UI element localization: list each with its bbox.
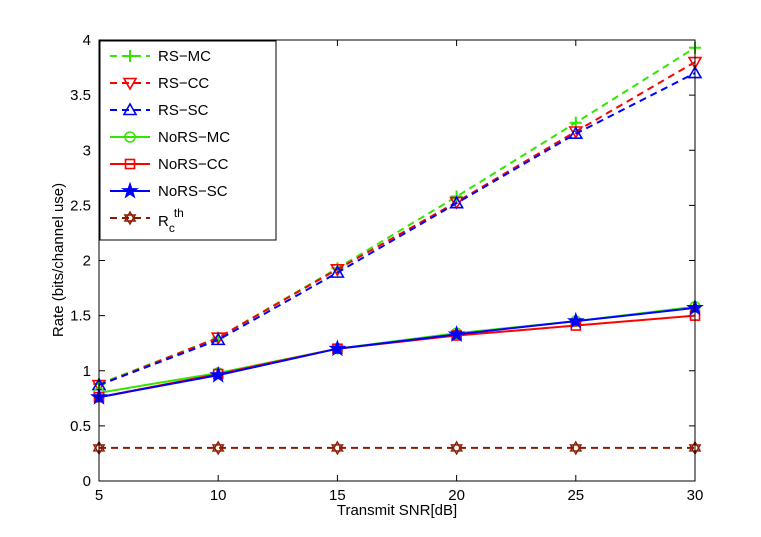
legend-marker (122, 77, 138, 91)
legend-item: NoRS−MC (110, 129, 230, 146)
legend-item: NoRS−SC (110, 181, 228, 200)
legend-marker (122, 102, 138, 116)
legend-marker (121, 181, 139, 199)
plot-frame (98, 39, 696, 482)
x-tick-label: 10 (210, 487, 227, 504)
legend-item: Rcth (110, 206, 184, 235)
legend-label: NoRS−MC (158, 129, 230, 146)
legend-item: RS−CC (110, 75, 209, 92)
legend-item: NoRS−CC (110, 156, 229, 173)
y-tick-label: 1.5 (70, 308, 91, 325)
data-point (330, 265, 345, 278)
legend-marker (124, 131, 136, 143)
x-tick-label: 25 (567, 487, 584, 504)
legend-item: RS−MC (110, 48, 211, 65)
legend: RS−MC RS−CC RS−SC NoRS−MC NoRS−CC NoRS−SC Rcth (99, 40, 277, 241)
legend-label: NoRS−SC (158, 183, 228, 200)
data-point (569, 440, 583, 456)
legend-marker (124, 158, 136, 170)
y-tick-label: 4 (83, 32, 91, 49)
legend-box (99, 40, 277, 241)
data-point (450, 440, 464, 456)
data-point (209, 365, 228, 383)
series-line (98, 306, 696, 399)
legend-label: RS−MC (158, 48, 211, 65)
y-axis-label: Rate (bits/channel use) (50, 183, 67, 337)
legend-label: RS−SC (158, 102, 209, 119)
x-tick-label: 5 (95, 487, 103, 504)
legend-label: RS−CC (158, 75, 209, 92)
legend-label: NoRS−CC (158, 156, 229, 173)
x-tick-label: 20 (448, 487, 465, 504)
y-tick-label: 2 (83, 253, 91, 270)
data-point (447, 325, 466, 342)
data-point (211, 440, 225, 456)
data-point (330, 440, 344, 456)
y-tick-label: 2.5 (70, 197, 91, 214)
data-point (568, 126, 584, 140)
legend-marker (124, 50, 136, 62)
y-tick-label: 3.5 (70, 87, 91, 104)
x-axis: 5 10 15 20 25 30 (95, 40, 704, 504)
y-tick-label: 3 (83, 142, 91, 159)
data-point (210, 332, 226, 346)
y-tick-label: 0 (83, 473, 91, 490)
legend-item: RS−SC (110, 102, 209, 119)
legend-label: Rcth (158, 206, 184, 235)
y-tick-label: 0.5 (70, 418, 91, 435)
x-tick-label: 30 (687, 487, 704, 504)
data-point (566, 311, 585, 329)
series-line (98, 46, 696, 385)
legend-marker (123, 210, 137, 226)
y-tick-label: 1 (83, 363, 91, 380)
series-line (98, 61, 696, 387)
data-point (449, 195, 464, 209)
x-tick-label: 15 (329, 487, 346, 504)
x-axis-label: Transmit SNR[dB] (337, 502, 457, 519)
data-point (328, 339, 347, 357)
